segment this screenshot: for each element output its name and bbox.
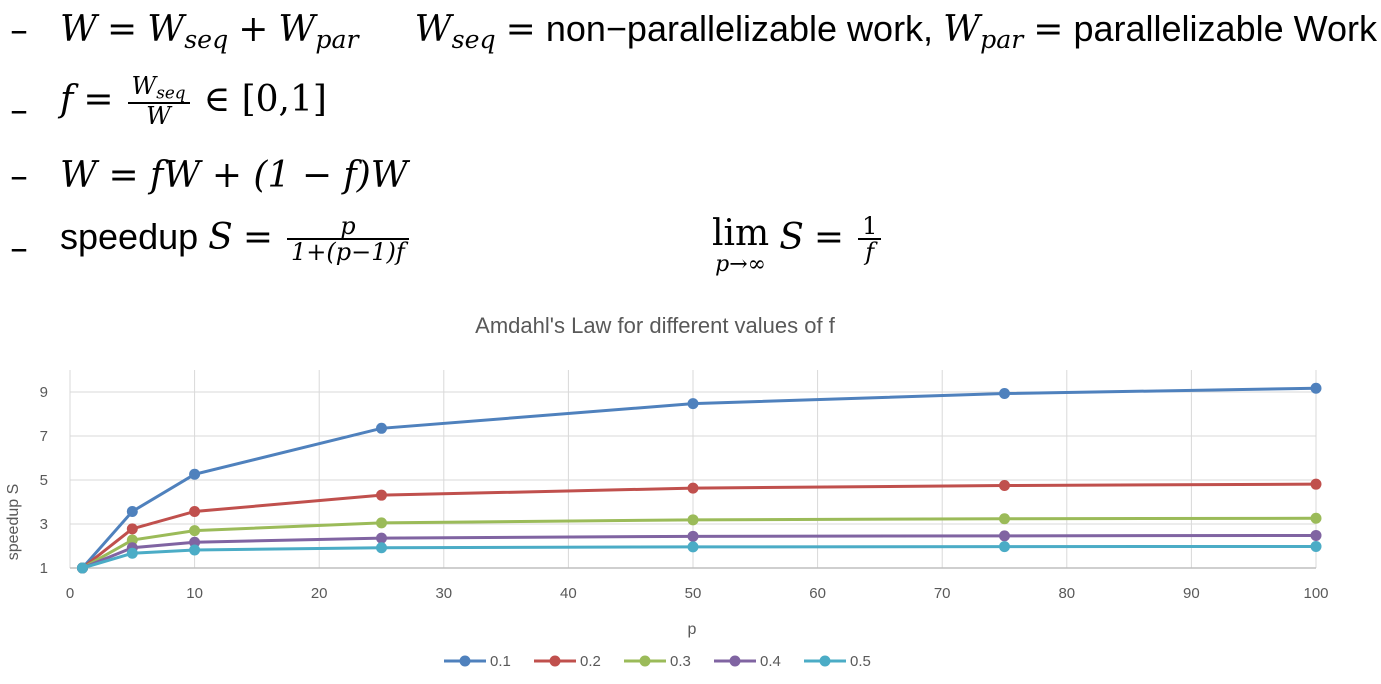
definition-eq-1: = — [505, 9, 536, 50]
fraction-wseq-over-w: Wseq W — [127, 74, 190, 129]
limit-eq: = — [813, 217, 845, 259]
x-tick-label: 80 — [1058, 585, 1075, 602]
y-tick-label: 5 — [40, 472, 48, 489]
legend-marker-0.2 — [549, 655, 561, 667]
x-axis-label: p — [688, 621, 697, 638]
y-tick-label: 7 — [40, 428, 48, 445]
amdahl-chart: Amdahl's Law for different values of f 0… — [5, 313, 1329, 670]
data-point-0.4 — [189, 536, 201, 548]
data-point-0.4 — [999, 530, 1010, 542]
y-axis-label: speedup S — [5, 484, 22, 561]
legend-marker-0.3 — [639, 655, 651, 667]
speedup-fraction: p 1+(p−1)f — [287, 214, 409, 265]
data-point-0.5 — [376, 542, 387, 554]
data-point-0.3 — [189, 525, 201, 537]
legend-label-0.5: 0.5 — [850, 653, 871, 670]
data-point-0.1 — [999, 388, 1010, 400]
formula-wpar: Wpar — [278, 9, 359, 55]
bullet-1: – — [10, 10, 28, 51]
limit-fraction: 1 f — [858, 214, 882, 265]
bullet-4: – — [10, 228, 28, 269]
data-point-0.3 — [376, 517, 387, 529]
data-point-0.2 — [999, 480, 1010, 491]
y-tick-label: 9 — [40, 384, 48, 401]
data-point-0.4 — [1310, 529, 1322, 541]
series-line-0.5 — [82, 544, 1317, 570]
definition-wpar-symbol: Wpar — [943, 9, 1024, 55]
data-point-0.3 — [1310, 512, 1322, 524]
data-point-0.5 — [76, 562, 88, 574]
bullet-2: – — [10, 90, 28, 131]
definition-eq-2: = — [1033, 9, 1064, 50]
legend-label-0.1: 0.1 — [490, 653, 511, 670]
y-tick-label: 3 — [40, 516, 48, 533]
x-tick-label: 40 — [560, 585, 577, 602]
x-tick-label: 90 — [1183, 585, 1200, 602]
data-point-0.5 — [126, 547, 138, 559]
data-point-0.3 — [126, 534, 138, 546]
legend-label-0.2: 0.2 — [580, 653, 601, 670]
formula-w: W — [60, 9, 98, 50]
legend-label-0.4: 0.4 — [760, 653, 781, 670]
data-point-0.1 — [126, 505, 138, 517]
bullet-3: – — [10, 156, 28, 197]
data-point-0.5 — [999, 541, 1010, 553]
data-point-0.4 — [687, 530, 699, 542]
chart-title: Amdahl's Law for different values of f — [475, 313, 836, 338]
data-point-0.5 — [189, 544, 201, 556]
limit-s: S — [779, 217, 804, 259]
series-line-0.3 — [81, 516, 1317, 570]
data-point-0.3 — [687, 514, 699, 526]
data-point-0.2 — [126, 523, 138, 535]
data-point-0.3 — [999, 513, 1010, 525]
speedup-s: S — [208, 217, 233, 259]
formula-eq: = — [107, 9, 138, 50]
definition-wpar-text: parallelizable Work — [1073, 8, 1377, 49]
series-line-0.2 — [81, 482, 1317, 570]
data-point-0.2 — [687, 482, 699, 494]
formula-wseq: Wseq — [147, 9, 229, 55]
y-tick-label: 1 — [40, 560, 48, 577]
x-tick-label: 100 — [1303, 585, 1328, 602]
x-tick-label: 0 — [66, 585, 74, 602]
x-tick-label: 30 — [435, 585, 452, 602]
x-tick-label: 50 — [685, 585, 702, 602]
formula-w-split: W = fW + (1 − f)W — [60, 154, 408, 196]
x-tick-label: 10 — [186, 585, 203, 602]
legend-marker-0.1 — [459, 655, 471, 667]
x-tick-label: 60 — [809, 585, 826, 602]
speedup-eq: = — [242, 217, 274, 259]
definition-wseq-text: non−parallelizable work, — [545, 8, 934, 49]
definition-wseq-symbol: Wseq — [414, 9, 496, 55]
data-point-0.1 — [687, 398, 699, 410]
data-point-0.1 — [1310, 382, 1322, 394]
data-point-0.2 — [189, 505, 201, 517]
data-point-0.5 — [1310, 540, 1322, 552]
legend-label-0.3: 0.3 — [670, 653, 691, 670]
data-point-0.1 — [376, 422, 387, 434]
formula-f-eq: = — [83, 78, 114, 120]
formula-f: f — [60, 78, 74, 120]
data-point-0.1 — [189, 468, 201, 480]
formula-limit: lim p→∞ S = 1 f — [712, 214, 885, 276]
speedup-label: speedup — [60, 216, 199, 258]
data-point-0.2 — [376, 489, 387, 501]
series-line-0.4 — [81, 533, 1317, 570]
formula-f-range: ∈ [0,1] — [203, 78, 327, 120]
formula-work-decomposition: W = Wseq + Wpar Wseq = non−parallelizabl… — [60, 8, 1377, 54]
formula-plus: + — [238, 9, 269, 50]
legend-marker-0.5 — [819, 655, 831, 667]
formula-w-split-text: W = fW + (1 − f)W — [60, 155, 408, 196]
x-tick-label: 20 — [311, 585, 328, 602]
limit-operator: lim p→∞ — [712, 213, 770, 277]
formula-speedup: speedup S = p 1+(p−1)f — [60, 214, 413, 265]
formula-f-definition: f = Wseq W ∈ [0,1] — [60, 74, 327, 129]
data-point-0.2 — [1310, 478, 1322, 490]
data-point-0.5 — [687, 541, 699, 553]
x-tick-label: 70 — [934, 585, 951, 602]
data-point-0.4 — [376, 532, 387, 544]
legend-marker-0.4 — [729, 655, 741, 667]
